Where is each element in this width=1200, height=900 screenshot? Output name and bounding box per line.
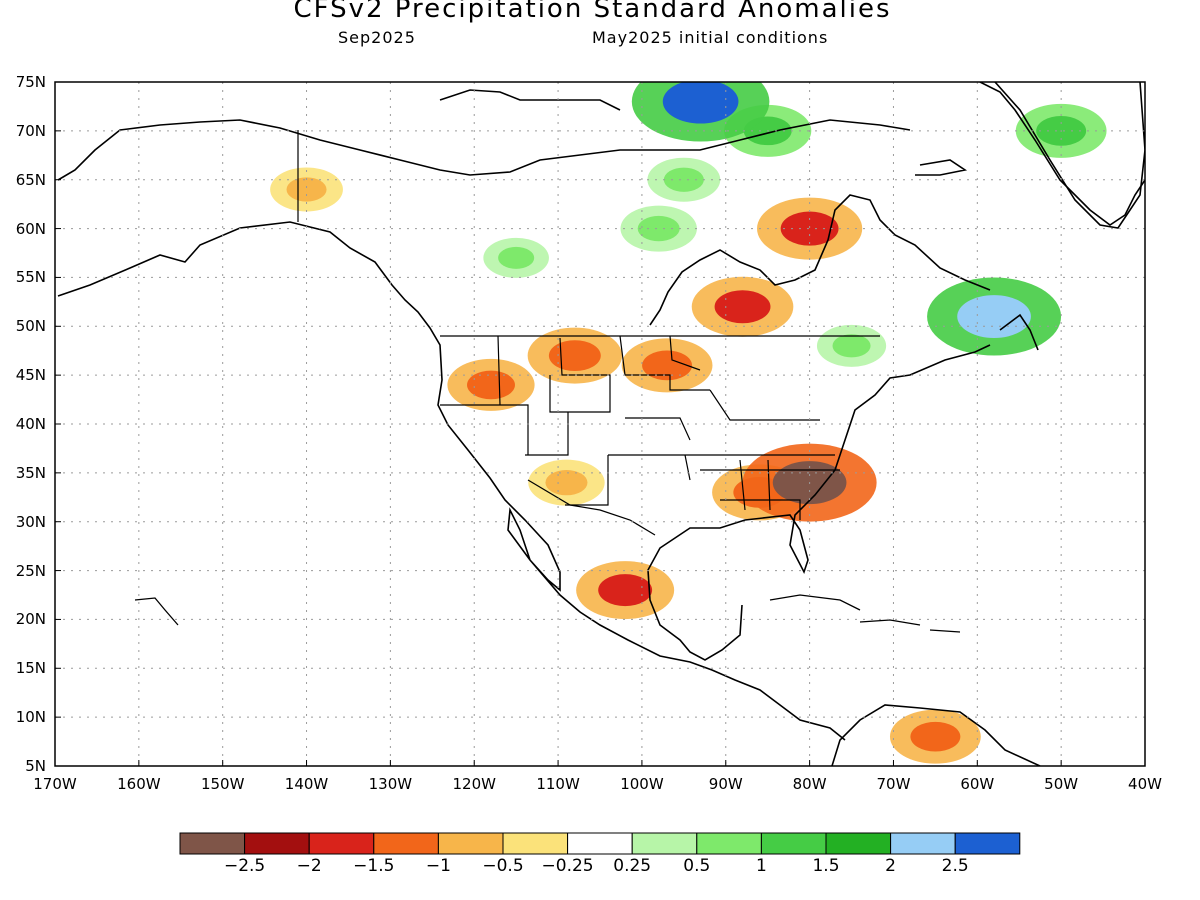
colorbar-label: −1	[425, 856, 451, 876]
colorbar-swatch	[373, 832, 439, 855]
colorbar-label: −2	[296, 856, 322, 876]
south-america-coastline	[831, 704, 1041, 766]
anomaly-region-core	[467, 370, 515, 400]
latitude-label: 10N	[15, 708, 46, 727]
colorbar-label: 1.5	[812, 856, 840, 876]
latitude-label: 25N	[15, 561, 46, 580]
colorbar-label: 0.5	[683, 856, 711, 876]
anomaly-fill-layer	[270, 82, 1107, 764]
longitude-label: 40W	[1128, 775, 1162, 793]
longitude-label: 150W	[200, 775, 245, 793]
us-state-borders	[440, 335, 880, 520]
anomaly-region-core	[714, 290, 771, 324]
longitude-label: 140W	[284, 775, 329, 793]
colorbar-swatch	[179, 832, 246, 855]
colorbar-label: −2.5	[223, 856, 266, 876]
national-borders	[297, 130, 656, 536]
colorbar-swatch	[502, 832, 569, 855]
axis-ticks	[54, 81, 1146, 767]
anomaly-region-core	[545, 469, 588, 496]
anomaly-region-core	[832, 334, 871, 358]
longitude-label: 110W	[536, 775, 580, 793]
map-title: CFSv2 Precipitation Standard Anomalies	[293, 0, 892, 24]
anomaly-region-core	[663, 167, 704, 192]
graticule	[55, 82, 1145, 766]
anomaly-region-core	[637, 215, 680, 242]
longitude-label: 80W	[792, 775, 827, 793]
anomaly-region-core	[910, 721, 961, 752]
latitude-label: 55N	[15, 268, 46, 287]
anomaly-region-core	[780, 211, 839, 246]
coastline-layer	[57, 82, 1145, 766]
latitude-label: 50N	[15, 317, 46, 336]
anomaly-region-core	[957, 295, 1031, 338]
colorbar-swatch	[244, 832, 310, 855]
colorbar-label: −1.5	[353, 856, 395, 876]
north-america-coastline	[57, 82, 1145, 741]
colorbar-swatch	[567, 832, 633, 855]
colorbar-label: −0.25	[541, 856, 594, 876]
longitude-label: 120W	[452, 775, 496, 793]
longitude-label: 70W	[876, 775, 911, 793]
latitude-label: 30N	[15, 512, 46, 531]
anomaly-region-core	[598, 574, 653, 607]
longitude-label: 130W	[368, 775, 413, 793]
anomaly-region-core	[498, 246, 535, 269]
longitude-label: 170W	[33, 775, 77, 793]
longitude-label: 90W	[708, 775, 743, 793]
anomaly-region-core	[662, 82, 739, 124]
colorbar-label: −0.5	[482, 856, 524, 876]
latitude-label: 45N	[15, 366, 46, 385]
colorbar-label: 1	[755, 856, 767, 876]
latitude-label: 20N	[15, 610, 46, 629]
initial-conditions-label: May2025 initial conditions	[592, 28, 829, 47]
colorbar-swatch	[954, 832, 1021, 855]
latitude-label: 40N	[15, 415, 46, 433]
greenland-coastline	[994, 82, 1145, 229]
latitude-label: 60N	[15, 219, 46, 238]
colorbar	[179, 832, 1021, 855]
colorbar-label: 2	[885, 856, 896, 876]
latitude-label: 70N	[15, 121, 46, 140]
longitude-label: 100W	[620, 775, 664, 793]
longitude-label: 60W	[960, 775, 995, 793]
latitude-label: 35N	[15, 463, 46, 482]
caribbean-islands	[134, 594, 961, 633]
latitude-label: 75N	[15, 73, 46, 91]
valid-month-label: Sep2025	[338, 28, 416, 47]
colorbar-label: 0.25	[613, 856, 652, 876]
colorbar-swatch	[696, 832, 762, 855]
colorbar-swatch	[631, 832, 698, 855]
latitude-label: 5N	[25, 757, 46, 775]
latitude-label: 15N	[15, 659, 46, 678]
colorbar-swatch	[890, 832, 956, 855]
anomaly-region-core	[286, 177, 327, 202]
colorbar-swatch	[760, 832, 827, 855]
latitude-label: 65N	[15, 170, 46, 189]
anomaly-region-core	[642, 350, 693, 381]
longitude-label: 160W	[117, 775, 161, 793]
colorbar-swatch	[825, 832, 892, 855]
colorbar-label: 2.5	[941, 856, 969, 876]
colorbar-swatch	[437, 832, 504, 855]
longitude-label: 50W	[1044, 775, 1079, 793]
colorbar-swatch	[308, 832, 375, 855]
anomaly-region-core	[548, 340, 601, 371]
